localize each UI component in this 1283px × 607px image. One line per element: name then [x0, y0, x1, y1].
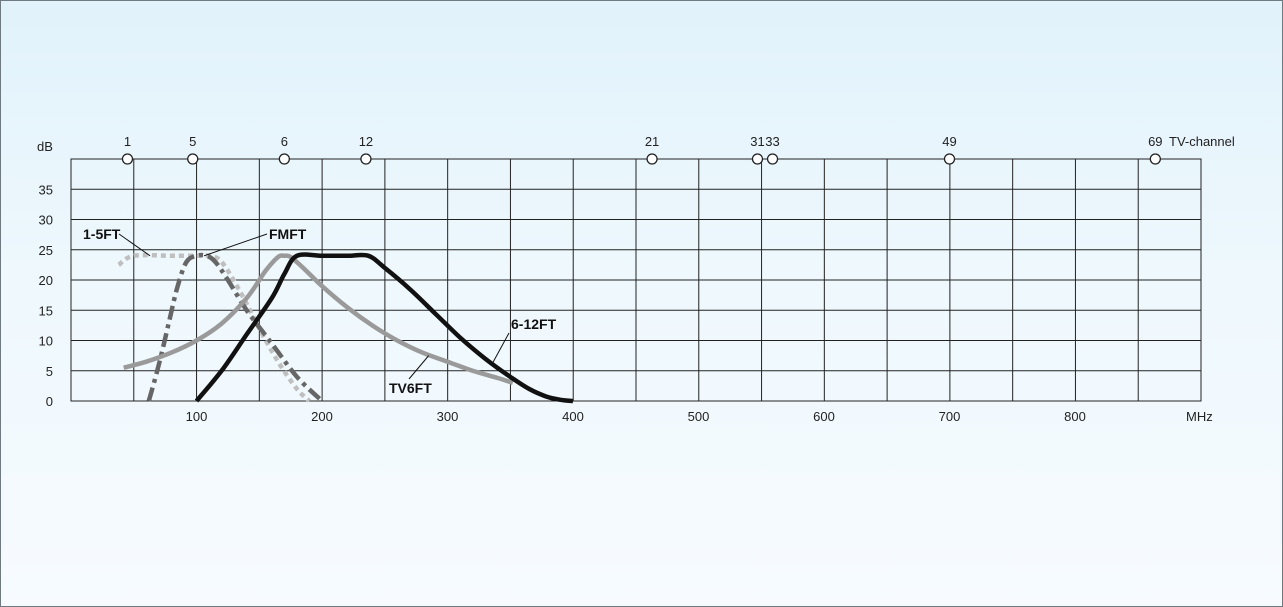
- series-line-tv6ft: [123, 253, 514, 386]
- label-leader-line: [118, 233, 151, 257]
- y-tick-label: 25: [39, 243, 53, 258]
- channel-label: 12: [359, 134, 373, 149]
- label-leader-line: [408, 355, 430, 380]
- y-tick-label: 30: [39, 213, 53, 228]
- x-tick-label: 500: [688, 409, 710, 424]
- channel-marker: [360, 153, 372, 165]
- channel-label: 33: [765, 134, 779, 149]
- series-label-tv6ft: TV6FT: [389, 380, 432, 396]
- channel-label: 69: [1148, 134, 1162, 149]
- channel-label: 49: [942, 134, 956, 149]
- x-tick-label: 100: [186, 409, 208, 424]
- label-leader-line: [492, 332, 510, 364]
- channel-marker: [1149, 153, 1161, 165]
- series-line-6-12ft: [194, 252, 574, 404]
- x-tick-label: 400: [562, 409, 584, 424]
- y-tick-label: 20: [39, 273, 53, 288]
- tv-channel-axis: 1 5 6 12 21 31 33 49 69: [121, 134, 1163, 165]
- channel-marker: [121, 153, 134, 165]
- label-leader-line: [203, 233, 268, 257]
- channel-marker: [278, 153, 291, 165]
- x-axis-ticks: 100 200 300 400 500 600 700 800: [186, 409, 1086, 424]
- y-tick-label: 5: [46, 364, 53, 379]
- y-axis-ticks: 0 5 10 15 20 25 30 35: [39, 182, 53, 409]
- channel-label: 6: [281, 134, 288, 149]
- x-tick-label: 300: [437, 409, 459, 424]
- channel-marker: [646, 153, 658, 165]
- channel-label: 5: [189, 134, 196, 149]
- chart-grid: [70, 158, 1202, 402]
- x-axis-label: MHz: [1186, 409, 1213, 424]
- x-tick-label: 800: [1064, 409, 1086, 424]
- y-tick-label: 10: [39, 334, 53, 349]
- chart-series: [117, 252, 574, 404]
- channel-marker: [751, 153, 764, 165]
- channel-label: 31: [750, 134, 764, 149]
- channel-marker: [187, 153, 199, 165]
- series-label-1-5ft: 1-5FT: [83, 226, 121, 242]
- x-tick-label: 600: [813, 409, 835, 424]
- y-tick-label: 35: [39, 182, 53, 197]
- channel-label: 1: [124, 134, 131, 149]
- y-tick-label: 0: [46, 394, 53, 409]
- x-tick-label: 700: [939, 409, 961, 424]
- channel-axis-label: TV-channel: [1169, 134, 1235, 149]
- series-label-fmft: FMFT: [269, 226, 307, 242]
- y-tick-label: 15: [39, 303, 53, 318]
- series-label-6-12ft: 6-12FT: [511, 316, 557, 332]
- series-line-fmft: [146, 252, 324, 403]
- series-labels: 1-5FT FMFT TV6FT 6-12FT: [83, 226, 557, 396]
- channel-label: 21: [645, 134, 659, 149]
- channel-marker: [766, 153, 779, 165]
- x-tick-label: 200: [311, 409, 333, 424]
- channel-marker: [943, 153, 956, 165]
- y-axis-label: dB: [37, 139, 53, 154]
